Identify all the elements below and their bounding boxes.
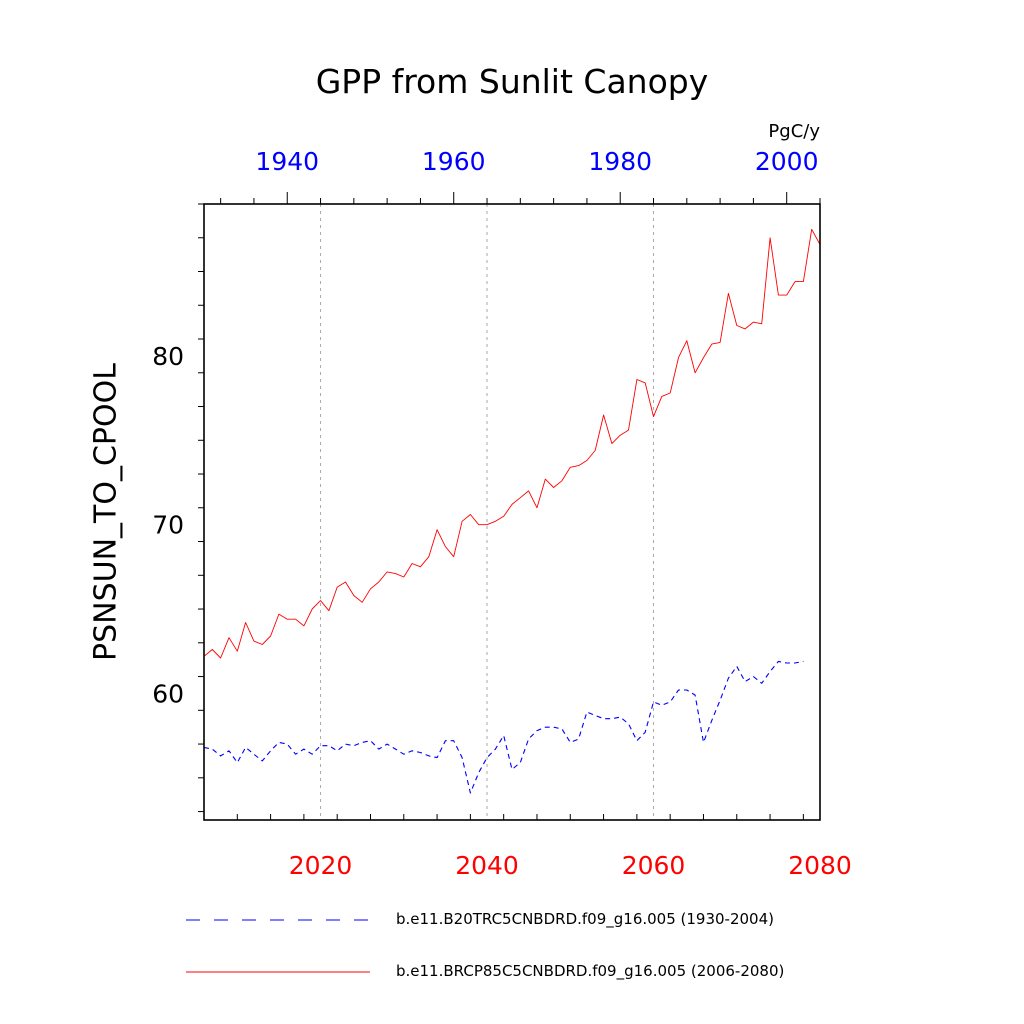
top-tick-label-1980: 1980	[588, 147, 652, 176]
legend	[186, 919, 370, 973]
series-layer	[203, 228, 821, 794]
series-line-0	[203, 660, 804, 794]
bottom-tick-label-2040: 2040	[455, 851, 519, 880]
bottom-tick-label-2080: 2080	[788, 851, 852, 880]
bottom-tick-label-2020: 2020	[289, 851, 353, 880]
axes: 60 70 80 2020 2040 2060 2080 1940 1960 1980 2000	[152, 147, 852, 880]
legend-label-rcp85: b.e11.BRCP85C5CNBDRD.f09_g16.005 (2006-2…	[396, 962, 785, 980]
y-axis-label: PSNSUN_TO_CPOOL	[88, 363, 124, 661]
top-tick-label-1960: 1960	[422, 147, 486, 176]
y-tick-label-70: 70	[152, 511, 184, 540]
top-tick-label-1940: 1940	[255, 147, 319, 176]
y-tick-label-60: 60	[152, 679, 184, 708]
grid-lines	[320, 204, 655, 820]
plot-frame	[203, 203, 821, 821]
chart-title: GPP from Sunlit Canopy	[315, 62, 709, 101]
y-tick-label-80: 80	[152, 342, 184, 371]
units-label: PgC/y	[768, 121, 820, 142]
legend-label-historical: b.e11.B20TRC5CNBDRD.f09_g16.005 (1930-20…	[396, 910, 774, 928]
series-line-1	[203, 228, 821, 659]
top-tick-label-2000: 2000	[755, 147, 819, 176]
bottom-tick-label-2060: 2060	[622, 851, 686, 880]
